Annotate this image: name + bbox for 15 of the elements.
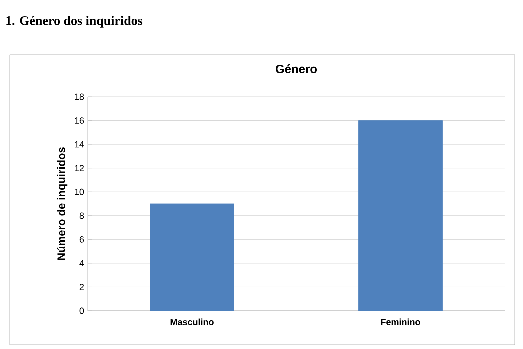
y-tick-label: 10 [75,188,84,196]
y-tick-label: 16 [75,118,84,124]
y-axis-title: Número de inquiridos [57,148,68,260]
y-tick-label: 12 [75,165,84,172]
x-tick-label: Masculino [170,318,214,326]
y-tick-label: 18 [75,94,84,100]
y-tick-label: 14 [75,141,84,148]
y-tick-label: 6 [80,236,84,243]
chart-title: Género [276,64,318,74]
y-tick-label: 4 [80,260,84,267]
y-tick-label: 8 [80,212,84,220]
y-tick-label: 2 [80,284,84,290]
text: 1. Género dos inquiridos [6,16,143,28]
y-tick-label: 0 [80,308,84,314]
x-tick-label: Feminino [381,318,420,326]
